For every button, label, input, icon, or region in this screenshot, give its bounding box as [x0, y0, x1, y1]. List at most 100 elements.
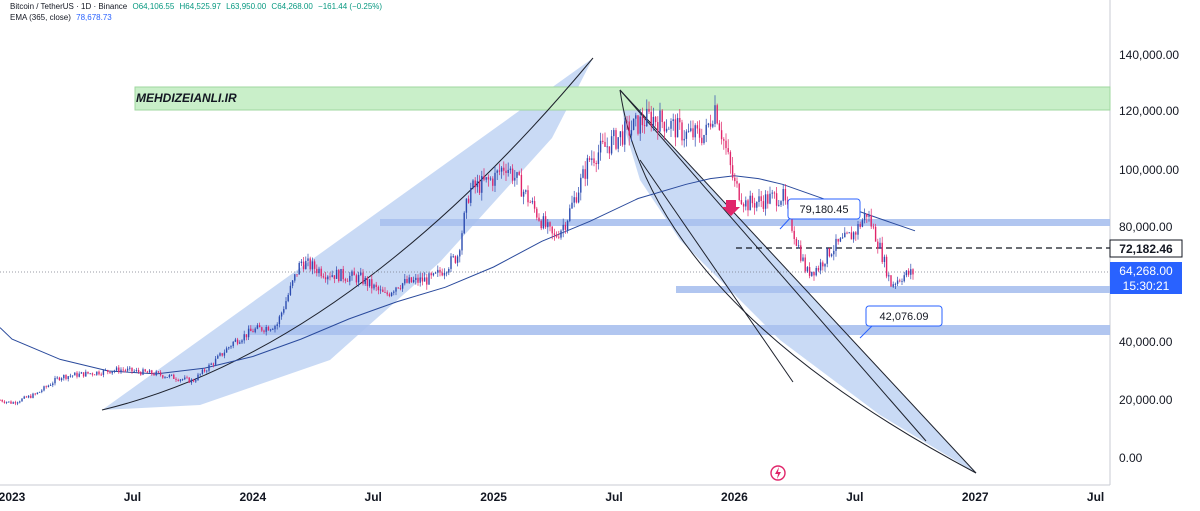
ascending-channel[interactable]: [102, 58, 593, 410]
upper-support-zone[interactable]: [380, 219, 1110, 226]
candle-body: [283, 309, 285, 313]
candle-body: [388, 294, 391, 296]
candle-body: [676, 118, 679, 138]
candle-body: [263, 330, 265, 332]
candle-body: [250, 328, 252, 332]
candle-body: [507, 169, 509, 173]
resistance-zone[interactable]: [134, 86, 1111, 111]
candle-body: [186, 377, 188, 379]
candle-body: [142, 369, 144, 375]
descending-line-outer[interactable]: [619, 89, 977, 474]
candle-body: [104, 370, 107, 371]
candle-body: [208, 364, 210, 371]
candle-body: [366, 277, 369, 287]
candle-body: [206, 370, 208, 372]
candle-body: [808, 267, 811, 276]
candle-body: [536, 208, 538, 218]
candle-body: [87, 371, 89, 374]
candle-body: [120, 369, 122, 373]
candle-body: [331, 275, 333, 277]
candle-body: [419, 277, 421, 283]
candle-body: [426, 277, 428, 285]
candle-body: [687, 130, 690, 132]
candle-body: [23, 396, 25, 399]
candle-body: [96, 371, 98, 375]
candle-body: [36, 392, 39, 395]
candle-body: [630, 130, 633, 136]
candle-body: [718, 123, 721, 131]
candle-body: [34, 393, 36, 395]
candle-body: [439, 269, 441, 273]
descending-curve-outer[interactable]: [619, 89, 977, 474]
candle-body: [516, 172, 518, 178]
time-axis-ticks: 2023 Jul 2024 Jul 2025 Jul 2026 Jul 2027 Jul: [0, 490, 1104, 504]
last-price-badge: [1110, 262, 1182, 294]
candle-body: [742, 204, 745, 207]
candle-body: [833, 250, 835, 255]
candle-body: [595, 163, 597, 165]
candle-body: [144, 369, 146, 372]
candle-body: [320, 268, 322, 277]
candle-body: [588, 158, 591, 160]
candle-body: [709, 123, 712, 127]
candle-body: [890, 275, 892, 287]
candle-body: [443, 272, 446, 276]
candle-body: [498, 170, 501, 172]
lower-support-zone[interactable]: [248, 325, 1110, 335]
candle-body: [368, 279, 371, 287]
candle-body: [804, 257, 806, 272]
descending-line-mid[interactable]: [619, 89, 927, 442]
candle-body: [582, 169, 584, 178]
candle-body: [129, 367, 131, 369]
candle-body: [274, 326, 276, 330]
candle-body: [494, 172, 496, 186]
lightning-icon[interactable]: [770, 465, 786, 481]
candle-body: [179, 379, 182, 381]
descending-line-inner[interactable]: [639, 159, 794, 383]
candle-body: [239, 342, 241, 344]
candle-body: [720, 130, 723, 140]
candle-body: [126, 368, 129, 371]
candle-body: [157, 371, 160, 373]
candle-body: [346, 280, 349, 282]
candle-body: [470, 187, 472, 203]
candle-body: [555, 234, 558, 237]
candle-body: [76, 372, 78, 377]
candle-body: [489, 178, 492, 180]
candle-body: [775, 193, 778, 206]
candle-body: [63, 375, 65, 379]
candle-body: [610, 136, 613, 154]
candle-body: [621, 131, 624, 145]
candle-body: [533, 201, 536, 209]
candle-body: [10, 401, 12, 404]
candle-body: [269, 329, 272, 331]
mid-support-zone[interactable]: [676, 286, 1110, 293]
candle-body: [463, 212, 465, 234]
candle-body: [657, 122, 659, 132]
candle-body: [309, 258, 311, 270]
candle-body: [767, 194, 769, 204]
ascending-curve[interactable]: [101, 57, 594, 411]
candle-body: [91, 373, 94, 375]
callout-upper-box[interactable]: [787, 198, 861, 220]
callout-lower-box[interactable]: [865, 305, 943, 327]
candle-body: [668, 128, 670, 130]
candle-body: [824, 263, 826, 267]
candle-body: [364, 277, 366, 284]
candle-body: [740, 200, 743, 204]
candle-body: [681, 122, 683, 141]
candle-body: [252, 331, 254, 333]
candle-body: [855, 232, 857, 235]
candle-body: [885, 256, 888, 277]
candle-body: [894, 283, 897, 285]
candle-body: [892, 284, 894, 287]
candle-body: [888, 275, 890, 277]
candle-body: [52, 383, 54, 386]
callout-lower-text: 42,076.09: [880, 311, 929, 323]
candle-body: [525, 190, 527, 192]
candle-body: [756, 202, 758, 208]
candle-body: [522, 191, 525, 197]
candle-body: [412, 280, 415, 283]
candle-body: [175, 378, 177, 380]
